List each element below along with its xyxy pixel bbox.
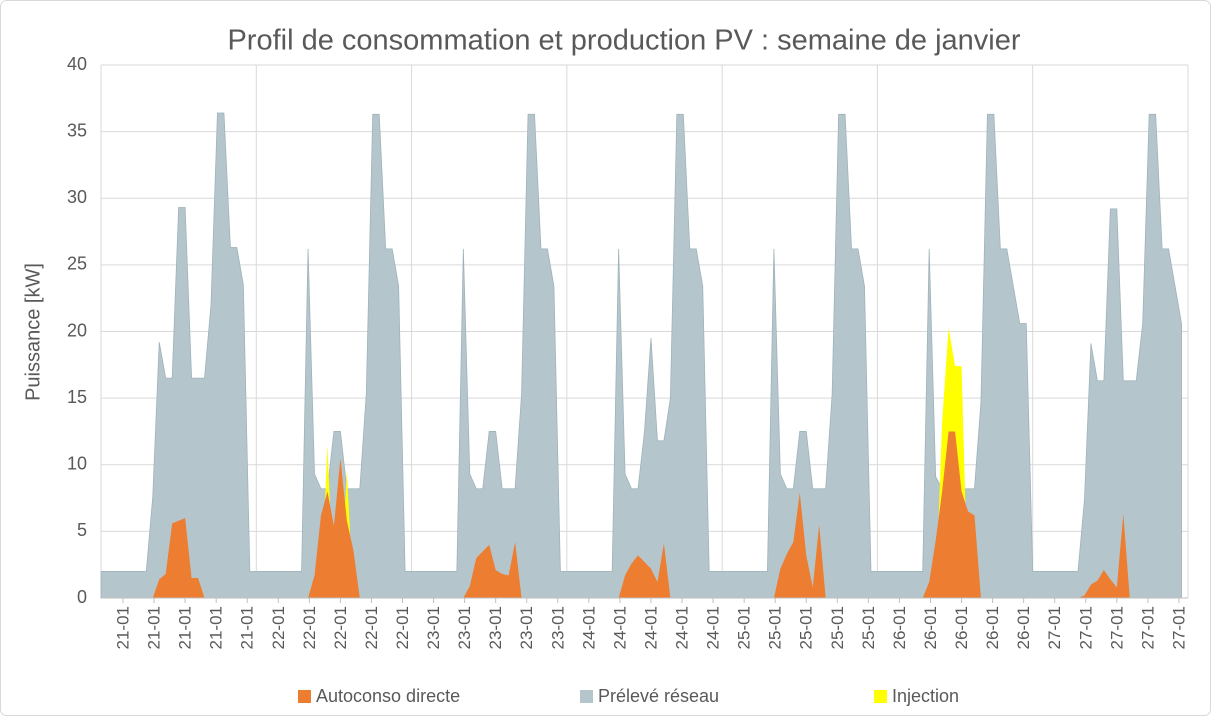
y-tick-label: 20 bbox=[67, 320, 87, 340]
x-tick-label: 21-01 bbox=[176, 606, 195, 649]
x-tick-label: 27-01 bbox=[1045, 606, 1064, 649]
legend-label: Autoconso directe bbox=[316, 686, 460, 706]
x-tick-label: 23-01 bbox=[517, 606, 536, 649]
x-tick-label: 24-01 bbox=[704, 606, 723, 649]
x-tick-label: 26-01 bbox=[1014, 606, 1033, 649]
y-tick-label: 10 bbox=[67, 454, 87, 474]
y-tick-label: 15 bbox=[67, 387, 87, 407]
x-tick-label: 25-01 bbox=[859, 606, 878, 649]
x-tick-label: 22-01 bbox=[300, 606, 319, 649]
x-tick-label: 26-01 bbox=[983, 606, 1002, 649]
x-tick-label: 23-01 bbox=[548, 606, 567, 649]
x-tick-label: 25-01 bbox=[766, 606, 785, 649]
x-tick-label: 27-01 bbox=[1169, 606, 1188, 649]
chart-title: Profil de consommation et production PV … bbox=[227, 25, 1020, 57]
x-tick-label: 24-01 bbox=[579, 606, 598, 649]
x-tick-label: 22-01 bbox=[331, 606, 350, 649]
area bbox=[101, 431, 1182, 598]
x-tick-label: 21-01 bbox=[207, 606, 226, 649]
x-tick-label: 27-01 bbox=[1076, 606, 1095, 649]
y-tick-label: 35 bbox=[67, 120, 87, 140]
legend-swatch bbox=[298, 690, 311, 703]
x-tick-label: 25-01 bbox=[797, 606, 816, 649]
x-tick-label: 21-01 bbox=[145, 606, 164, 649]
y-axis-label: Puissance [kW] bbox=[22, 263, 44, 401]
x-tick-label: 24-01 bbox=[673, 606, 692, 649]
legend-swatch bbox=[580, 690, 593, 703]
x-tick-label: 23-01 bbox=[486, 606, 505, 649]
x-tick-label: 24-01 bbox=[641, 606, 660, 649]
x-tick-label: 24-01 bbox=[610, 606, 629, 649]
x-tick-label: 27-01 bbox=[1107, 606, 1126, 649]
x-tick-label: 23-01 bbox=[455, 606, 474, 649]
y-tick-label: 25 bbox=[67, 254, 87, 274]
x-tick-label: 26-01 bbox=[952, 606, 971, 649]
y-tick-label: 0 bbox=[77, 587, 87, 607]
x-tick-label: 21-01 bbox=[238, 606, 257, 649]
y-tick-label: 40 bbox=[67, 54, 87, 74]
x-tick-label: 26-01 bbox=[921, 606, 940, 649]
area bbox=[100, 112, 1182, 599]
legend-swatch bbox=[874, 690, 887, 703]
x-tick-label: 27-01 bbox=[1138, 606, 1157, 649]
y-tick-label: 30 bbox=[67, 187, 87, 207]
legend-label: Injection bbox=[892, 686, 959, 706]
y-tick-label: 5 bbox=[77, 520, 87, 540]
x-tick-label: 25-01 bbox=[735, 606, 754, 649]
x-tick-label: 26-01 bbox=[890, 606, 909, 649]
legend-label: Prélevé réseau bbox=[598, 686, 719, 706]
x-tick-label: 23-01 bbox=[424, 606, 443, 649]
x-tick-label: 22-01 bbox=[393, 606, 412, 649]
x-tick-label: 21-01 bbox=[113, 606, 132, 649]
x-tick-label: 22-01 bbox=[269, 606, 288, 649]
x-tick-label: 25-01 bbox=[828, 606, 847, 649]
x-tick-label: 22-01 bbox=[362, 606, 381, 649]
